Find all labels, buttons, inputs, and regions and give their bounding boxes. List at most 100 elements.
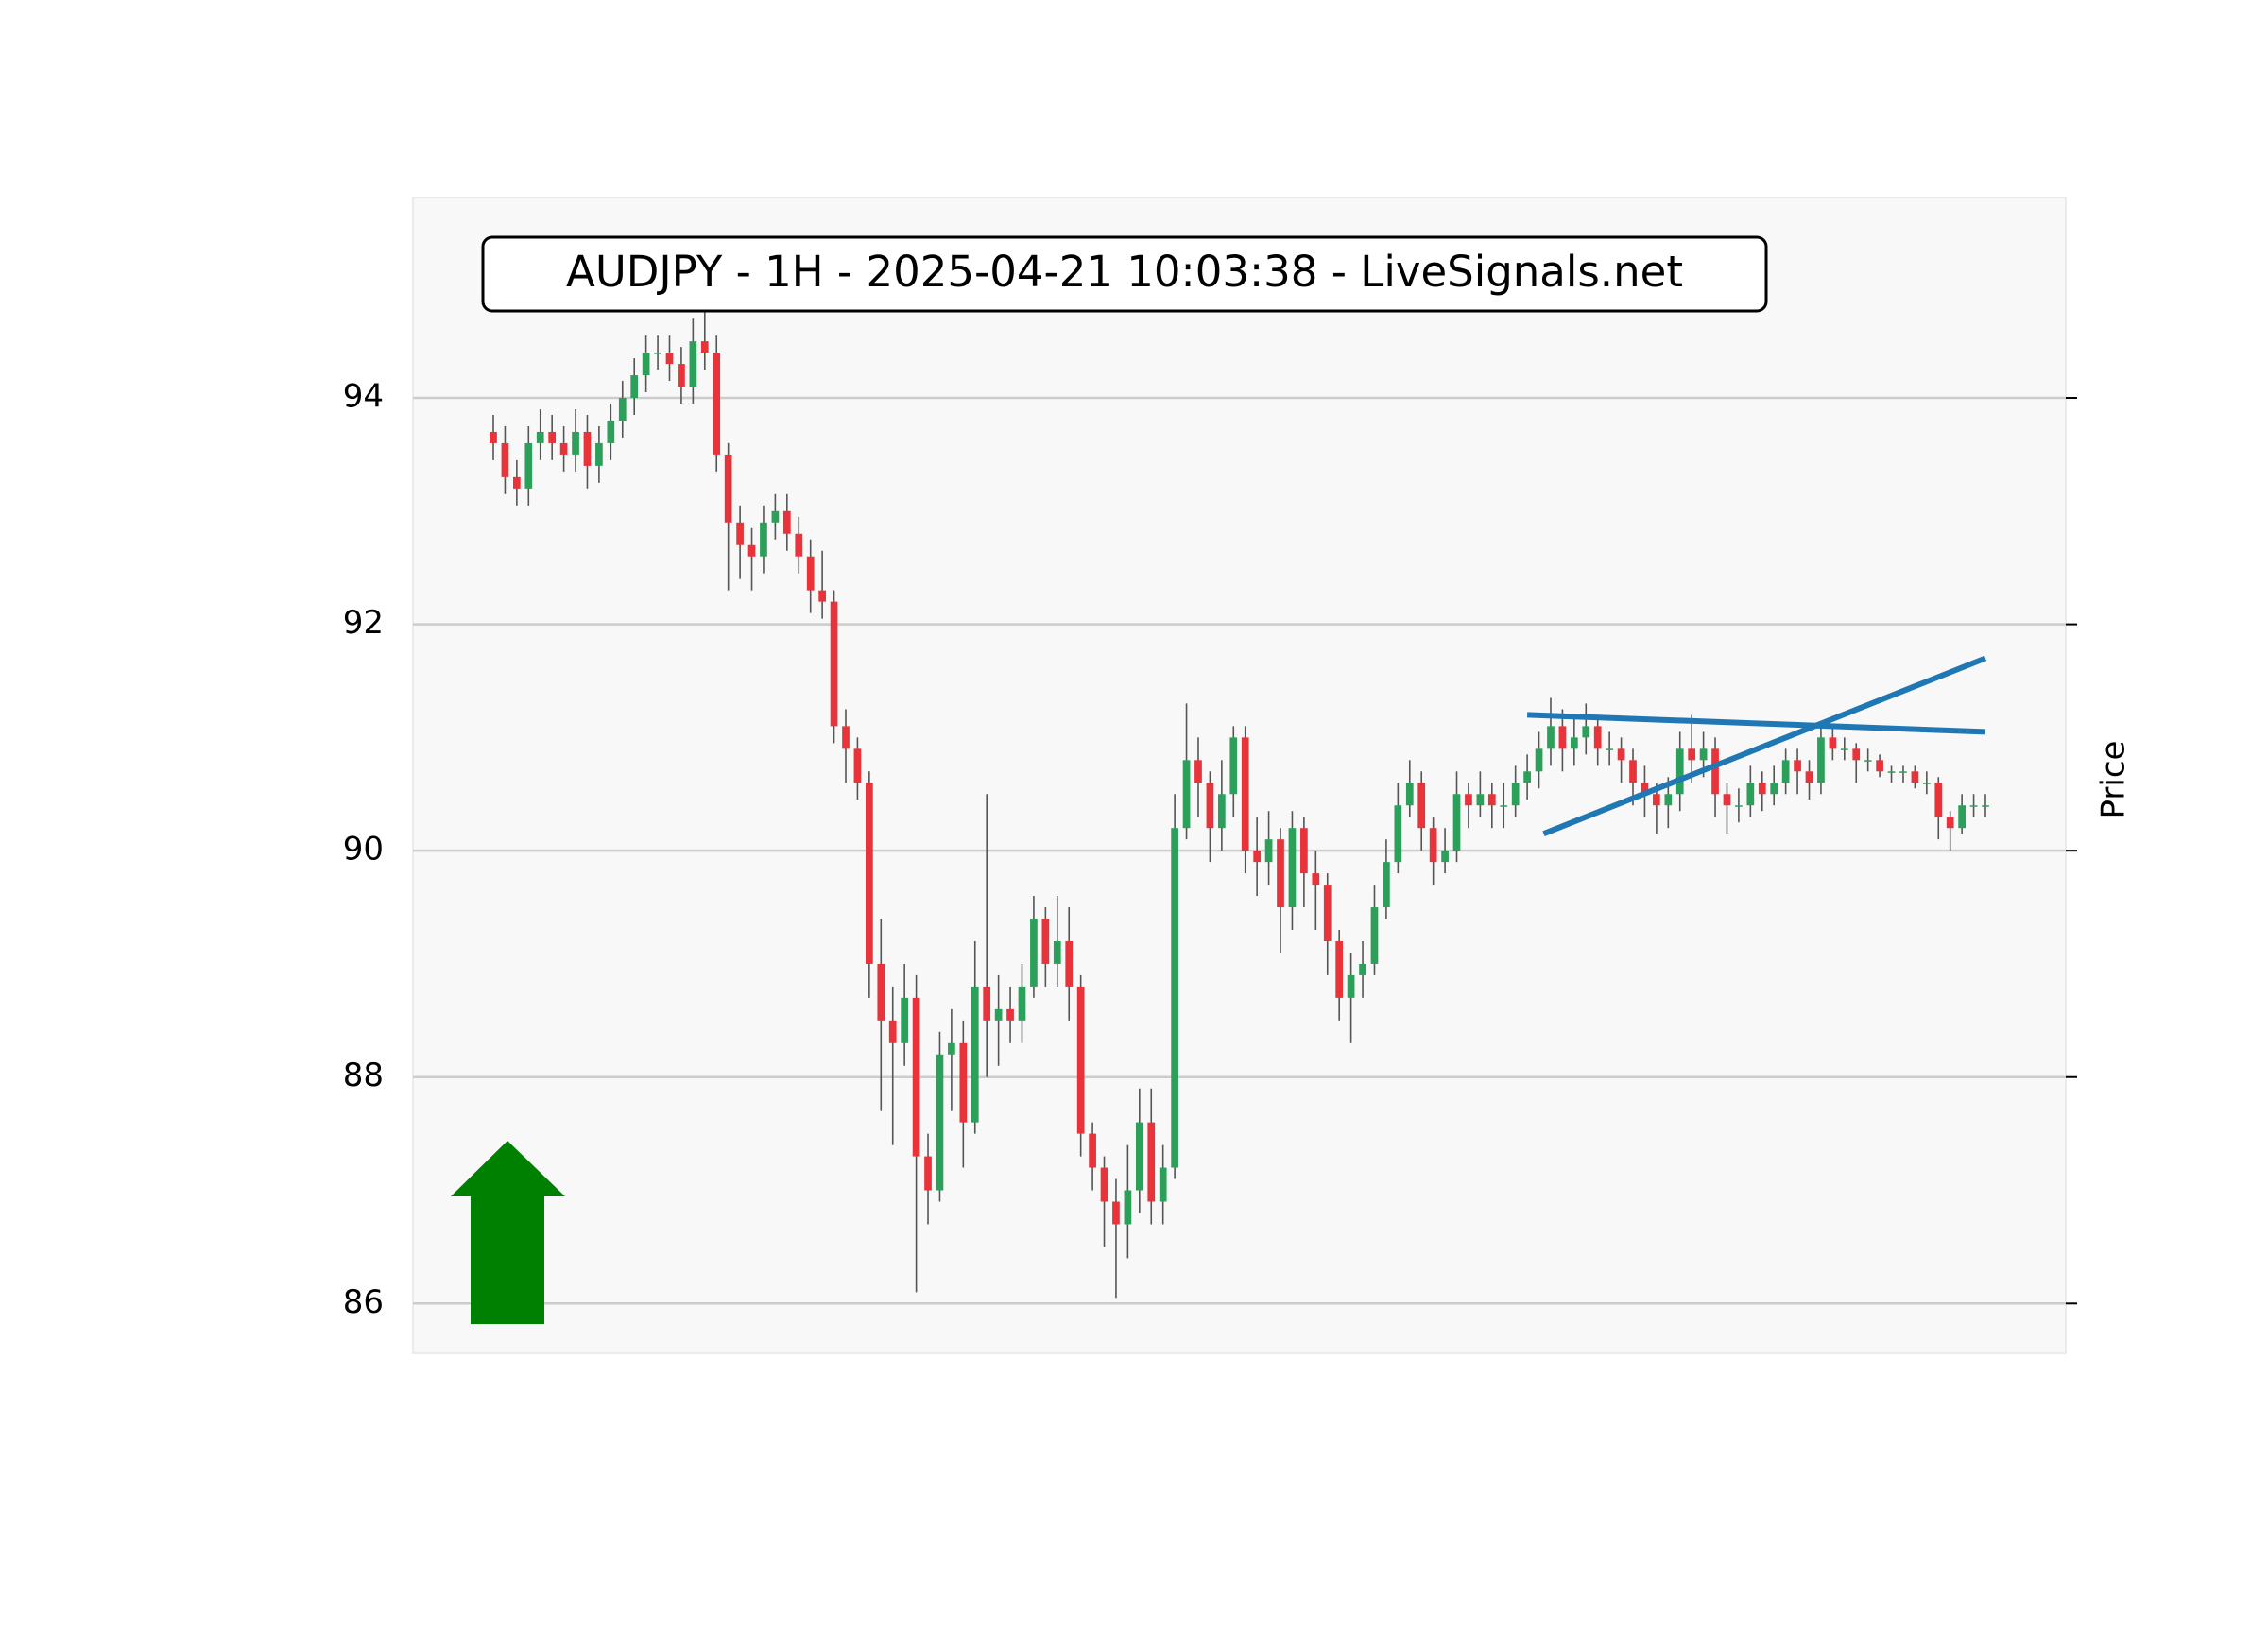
title-box [481, 235, 1768, 313]
candle-body [490, 431, 497, 443]
candle-body [1030, 919, 1038, 987]
candle-body [1465, 794, 1472, 806]
candle-body [1723, 794, 1731, 806]
candle-body [971, 986, 979, 1123]
candle-body [536, 431, 544, 443]
candle-body [1641, 783, 1649, 795]
candle-body [1264, 839, 1273, 863]
candle-body [818, 590, 826, 602]
candle-body [1664, 794, 1673, 806]
candle-body [1570, 737, 1578, 749]
candle-body [1487, 794, 1496, 806]
candle-body [1394, 805, 1402, 863]
candle-body [713, 353, 721, 455]
candle-body [1688, 748, 1696, 761]
candle-body [1946, 817, 1954, 829]
candle-body [1781, 760, 1790, 783]
candle-body [1746, 783, 1755, 806]
candle-body [948, 1042, 955, 1055]
candle-body [513, 476, 521, 489]
candle-body [994, 1008, 1003, 1021]
candle-body [959, 1042, 968, 1123]
overlay [451, 655, 1987, 1324]
candle-body [1794, 760, 1801, 772]
candle-body [1887, 771, 1896, 773]
candle-body [1934, 783, 1943, 817]
candle-body [665, 353, 674, 365]
candle-body [1653, 794, 1660, 806]
candle-body [1112, 1201, 1120, 1225]
candle-body [1852, 748, 1861, 761]
candle-body [1699, 748, 1708, 761]
candle-body [1171, 828, 1178, 1168]
candle-body [1911, 771, 1919, 783]
candle-body [1770, 783, 1778, 795]
y-tick-label: 92 [343, 604, 384, 642]
candle-body [559, 442, 568, 455]
candle-body [842, 726, 850, 749]
candle-body [1441, 851, 1449, 863]
candle-body [771, 510, 780, 523]
candle-body [607, 420, 615, 443]
candle-body [736, 522, 744, 545]
candle-body [1300, 828, 1308, 874]
candle-body [1194, 760, 1202, 783]
candle-body [1159, 1167, 1167, 1202]
candle-body [1500, 805, 1508, 807]
candle-body [901, 997, 909, 1043]
candle-body [1135, 1122, 1143, 1191]
candle-body [1065, 940, 1074, 987]
candle-body [830, 601, 838, 727]
candle-body [1288, 828, 1297, 908]
candle-body [1840, 748, 1848, 750]
candle-body [642, 353, 650, 376]
candle-body [548, 431, 557, 443]
y-axis-label: Price [2095, 741, 2133, 819]
candle-body [1089, 1133, 1096, 1168]
candle-body [1405, 783, 1414, 806]
candle-body [760, 522, 767, 557]
y-tick-label: 88 [343, 1057, 384, 1094]
candle-body [888, 1020, 897, 1043]
candle-body [1429, 828, 1437, 863]
candle-body [1829, 737, 1837, 749]
trend-line [1542, 655, 1987, 836]
candle-body [1452, 794, 1461, 851]
candle-body [924, 1156, 932, 1191]
candle-body [1511, 783, 1520, 806]
candle-body [1253, 851, 1262, 863]
candle-body [936, 1054, 944, 1191]
candle-body [1876, 760, 1883, 772]
candle-body [1922, 783, 1931, 784]
chart-title: AUDJPY - 1H - 2025-04-21 10:03:38 - Live… [566, 247, 1683, 297]
candle-body [1593, 726, 1602, 749]
candle-body [877, 963, 885, 1021]
candle-body [572, 431, 579, 455]
candle-body [1711, 748, 1719, 795]
candle-body [866, 783, 873, 964]
candle-body [654, 353, 662, 354]
candle-body [1347, 974, 1355, 998]
candle-body [724, 454, 732, 523]
candle-body [1969, 805, 1978, 807]
candle-body [1053, 940, 1061, 964]
candle-body [1229, 737, 1238, 795]
candle-body [1817, 737, 1825, 783]
candle-body [630, 375, 639, 399]
candle-body [853, 748, 862, 783]
candle-body [1582, 726, 1590, 738]
candle-body [1383, 862, 1390, 908]
candle-body [1241, 737, 1249, 851]
candle-body [1335, 940, 1344, 998]
candle-body [583, 431, 592, 466]
candle-body [912, 997, 920, 1157]
y-tick-label: 94 [343, 378, 384, 416]
candle-body [747, 544, 756, 557]
grid: 86 88 90 92 94 [343, 378, 2077, 1321]
candle-body [1323, 885, 1332, 941]
plot-area [412, 197, 2067, 1354]
candle-body [1558, 726, 1567, 749]
candle-body [1076, 986, 1085, 1134]
candle-body [1124, 1190, 1132, 1225]
